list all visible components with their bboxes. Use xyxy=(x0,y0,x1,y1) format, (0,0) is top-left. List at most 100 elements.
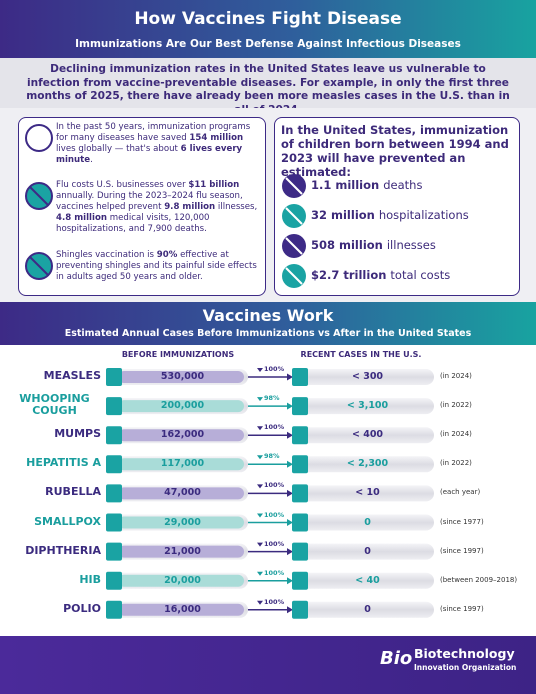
tube-fill xyxy=(118,371,244,383)
fact-bold: $11 billion xyxy=(188,180,240,190)
header-band xyxy=(0,0,536,58)
disease-name: HEPATITIS A xyxy=(26,456,101,470)
fact-text: In the past 50 years, immunization progr… xyxy=(56,122,251,143)
tube-cap xyxy=(292,368,308,386)
stat: 508 million illnesses xyxy=(311,238,436,252)
stat-label: hospitalizations xyxy=(378,208,469,222)
tube-cap xyxy=(106,368,122,386)
tube xyxy=(294,514,434,531)
tube-cap xyxy=(292,397,308,416)
fact-bold: 4.8 million xyxy=(56,213,107,223)
facts-box xyxy=(18,117,266,296)
drop: 100% xyxy=(264,481,285,490)
prevented-heading: In the United States, immunization of ch… xyxy=(281,123,509,179)
tube xyxy=(294,456,434,473)
after-value: 0 xyxy=(364,545,371,557)
tube xyxy=(294,601,434,618)
arrow-head xyxy=(287,489,293,497)
drop-marker xyxy=(257,571,263,576)
org-name: Biotechnology xyxy=(414,646,515,661)
tube-cap xyxy=(106,455,122,474)
note: (in 2024) xyxy=(440,430,472,439)
stat-label: deaths xyxy=(383,178,423,192)
tube-cap xyxy=(292,571,308,590)
fact-icon-slash xyxy=(29,186,49,206)
org-sub: Innovation Organization xyxy=(414,663,517,672)
arrow-head xyxy=(287,402,293,410)
stat-icon-slash xyxy=(285,207,303,225)
stat-label: illnesses xyxy=(386,238,436,252)
before-value: 16,000 xyxy=(164,603,201,615)
fact-text: Flu costs U.S. businesses over xyxy=(56,180,189,190)
disease-name: MEASLES xyxy=(43,369,101,382)
stat-amount: 32 million xyxy=(311,208,375,222)
drop-marker xyxy=(257,455,263,460)
column-header: RECENT CASES IN THE U.S. xyxy=(300,350,422,359)
intro-band xyxy=(0,58,536,108)
before-value: 47,000 xyxy=(164,487,201,499)
stat-amount: 508 million xyxy=(311,238,383,252)
drop: 100% xyxy=(264,510,285,519)
drop-marker xyxy=(257,368,263,372)
arrow-head xyxy=(287,519,293,526)
fact-text: . xyxy=(90,155,93,165)
tube-fill xyxy=(118,603,244,616)
fact-bold: 6 lives every minute xyxy=(56,144,243,165)
note: (in 2022) xyxy=(440,459,472,468)
drop-marker xyxy=(257,397,263,402)
disease-name: RUBELLA xyxy=(45,485,101,499)
tube-fill xyxy=(118,574,244,587)
fact-icon xyxy=(25,124,53,152)
section-subtitle: Estimated Annual Cases Before Immunizati… xyxy=(64,328,472,339)
drop-marker xyxy=(257,426,263,431)
before-value: 20,000 xyxy=(164,574,201,586)
footer-band xyxy=(0,636,536,694)
tube-fill xyxy=(118,458,244,471)
tube-cap xyxy=(292,426,308,445)
note: (since 1997) xyxy=(440,604,484,613)
tube xyxy=(294,572,434,589)
disease-name: MUMPS xyxy=(54,427,101,441)
drop-marker xyxy=(257,600,263,605)
after-value: < 3,100 xyxy=(346,400,389,412)
fact-text: annually. During the 2023–2024 flu seaso… xyxy=(56,191,243,212)
note: (in 2024) xyxy=(440,372,472,380)
note: (each year) xyxy=(440,488,481,497)
column-header: BEFORE IMMUNIZATIONS xyxy=(121,350,235,359)
tube-fill xyxy=(118,400,244,413)
section-band xyxy=(0,302,536,345)
tube-cap xyxy=(106,600,122,619)
drop: 100% xyxy=(264,539,285,548)
tube-fill xyxy=(118,429,244,442)
title: How Vaccines Fight Disease xyxy=(134,9,402,29)
fact-bold: 154 million xyxy=(189,133,244,143)
prevented-box xyxy=(274,117,520,296)
fact: Flu costs U.S. businesses over $11 billi… xyxy=(56,180,260,235)
disease-name: HIB xyxy=(79,572,101,586)
drop: 100% xyxy=(264,597,285,606)
fact-text: medical visits, 120,000 hospitalizations… xyxy=(56,213,210,234)
after-value: < 40 xyxy=(355,574,380,586)
before-value: 162,000 xyxy=(160,429,205,441)
before-value: 21,000 xyxy=(164,545,201,557)
arrow-head xyxy=(287,431,293,439)
drop-marker xyxy=(257,513,263,518)
drop: 100% xyxy=(264,365,285,373)
arrow-head xyxy=(287,460,293,468)
tube xyxy=(294,369,434,385)
fact-text: illnesses, xyxy=(215,202,258,212)
tube xyxy=(294,398,434,415)
stat-icon-slash xyxy=(285,177,303,195)
subtitle: Immunizations Are Our Best Defense Again… xyxy=(75,38,461,50)
after-value: < 2,300 xyxy=(346,458,389,470)
stat-icon-slash xyxy=(285,267,303,285)
disease-name: WHOOPING COUGH xyxy=(19,392,90,418)
note: (since 1997) xyxy=(440,546,484,555)
tube-cap xyxy=(106,426,122,445)
tube-cap xyxy=(292,484,308,503)
stat: 32 million hospitalizations xyxy=(311,208,469,222)
tube-cap xyxy=(106,513,122,532)
disease-name: SMALLPOX xyxy=(34,514,101,528)
tube-cap xyxy=(292,513,308,532)
